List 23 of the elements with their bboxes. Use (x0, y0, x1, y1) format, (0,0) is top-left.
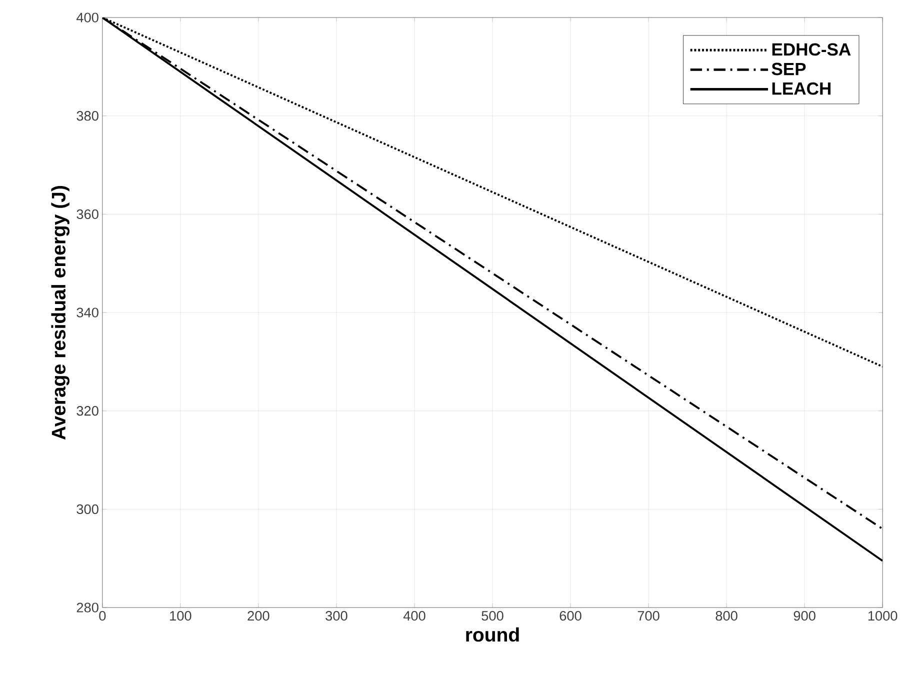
y-tick-label: 340 (76, 308, 98, 318)
x-tick-label: 300 (326, 611, 348, 621)
y-tick-label: 280 (76, 602, 98, 612)
legend-label: SEP (772, 62, 806, 76)
y-tick-label: 300 (76, 504, 98, 514)
x-tick-label: 1000 (868, 611, 898, 621)
x-tick-label: 400 (403, 611, 426, 621)
x-tick-label: 0 (99, 611, 106, 621)
y-tick-label: 380 (76, 111, 98, 121)
x-tick-label: 700 (638, 611, 660, 621)
y-tick-label: 320 (76, 406, 98, 416)
x-tick-label: 200 (248, 611, 270, 621)
x-axis-title: round (466, 627, 519, 642)
legend-label: EDHC-SA (772, 43, 851, 56)
legend-label: LEACH (772, 82, 830, 95)
y-tick-label: 360 (76, 209, 98, 220)
x-tick-label: 100 (170, 611, 192, 621)
x-tick-label: 800 (716, 611, 738, 621)
x-tick-label: 900 (794, 611, 816, 621)
x-tick-label: 500 (482, 611, 504, 621)
y-tick-label: 400 (76, 12, 98, 22)
y-axis-title: Average residual energy (J) (51, 186, 70, 440)
x-tick-label: 600 (560, 611, 582, 621)
